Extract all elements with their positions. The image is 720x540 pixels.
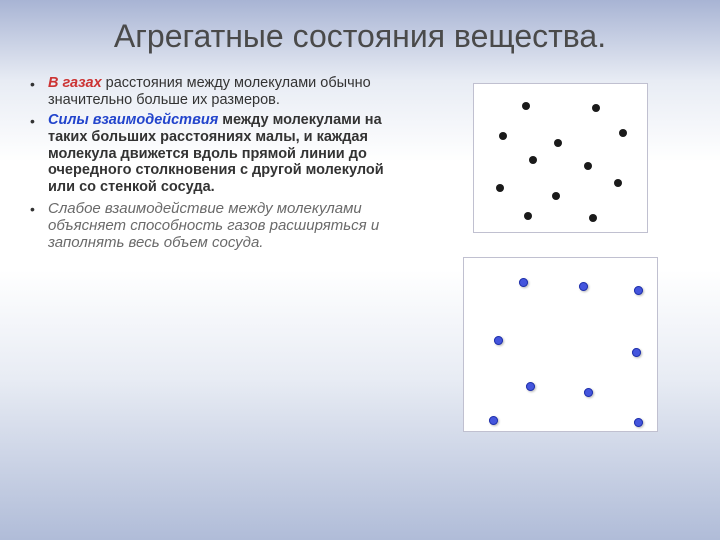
molecule-dot <box>619 129 627 137</box>
molecule-dot <box>496 184 504 192</box>
bullet-marker: • <box>30 200 48 252</box>
bullet-body: Слабое взаимодействие между молекулами о… <box>48 200 390 252</box>
bullet-marker: • <box>30 112 48 195</box>
molecule-dot <box>522 102 530 110</box>
molecule-dot <box>592 104 600 112</box>
molecule-dot <box>589 214 597 222</box>
molecule-dot <box>584 388 593 397</box>
molecule-dot <box>552 192 560 200</box>
diagram-column <box>400 75 690 432</box>
bullet-1: • В газах расстояния между молекулами об… <box>30 75 390 108</box>
molecule-dot <box>519 278 528 287</box>
molecule-dot <box>634 418 643 427</box>
bullet-2: • Силы взаимодействия между молекулами н… <box>30 112 390 195</box>
content-area: • В газах расстояния между молекулами об… <box>0 65 720 432</box>
gas-diagram-1 <box>473 83 648 233</box>
bullet-marker: • <box>30 75 48 108</box>
molecule-dot <box>529 156 537 164</box>
bullet-body: В газах расстояния между молекулами обыч… <box>48 75 390 108</box>
molecule-dot <box>554 139 562 147</box>
molecule-dot <box>614 179 622 187</box>
molecule-dot <box>489 416 498 425</box>
molecule-dot <box>526 382 535 391</box>
text-column: • В газах расстояния между молекулами об… <box>30 75 400 432</box>
bullet-body: Силы взаимодействия между молекулами на … <box>48 112 390 195</box>
molecule-dot <box>632 348 641 357</box>
molecule-dot <box>584 162 592 170</box>
bullet-rest: Слабое взаимодействие между молекулами о… <box>48 200 379 252</box>
molecule-dot <box>494 336 503 345</box>
molecule-dot <box>579 282 588 291</box>
bullet-lead: В газах <box>48 75 102 91</box>
page-title: Агрегатные состояния вещества. <box>0 0 720 65</box>
molecule-dot <box>634 286 643 295</box>
molecule-dot <box>499 132 507 140</box>
bullet-lead: Силы взаимодействия <box>48 112 218 128</box>
molecule-dot <box>524 212 532 220</box>
gas-diagram-2 <box>463 257 658 432</box>
bullet-3: • Слабое взаимодействие между молекулами… <box>30 200 390 252</box>
